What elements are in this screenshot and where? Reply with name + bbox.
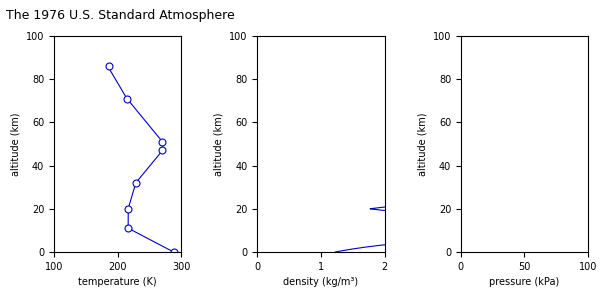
- X-axis label: density (kg/m³): density (kg/m³): [283, 277, 359, 287]
- Text: The 1976 U.S. Standard Atmosphere: The 1976 U.S. Standard Atmosphere: [6, 9, 235, 22]
- Y-axis label: altitude (km): altitude (km): [417, 112, 427, 176]
- X-axis label: pressure (kPa): pressure (kPa): [490, 277, 560, 287]
- Y-axis label: altitude (km): altitude (km): [10, 112, 20, 176]
- X-axis label: temperature (K): temperature (K): [78, 277, 157, 287]
- Y-axis label: altitude (km): altitude (km): [214, 112, 224, 176]
